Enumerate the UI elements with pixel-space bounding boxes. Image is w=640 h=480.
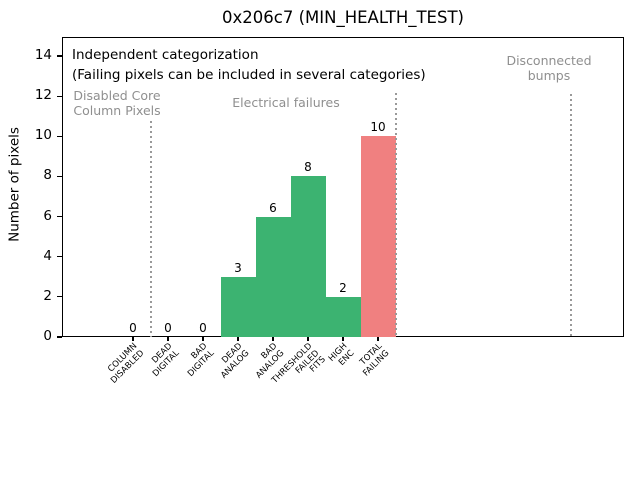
y-tick-label: 10 [34, 127, 52, 144]
bar [255, 216, 291, 337]
y-tick-label: 8 [43, 167, 52, 184]
bar [325, 296, 361, 337]
bar [290, 176, 326, 337]
x-tick-mark [202, 337, 204, 341]
y-tick-label: 4 [43, 247, 52, 264]
annotation-failing-pixels-note: (Failing pixels can be included in sever… [72, 67, 426, 83]
bar [360, 136, 396, 337]
section-label-electrical-failures: Electrical failures [232, 95, 340, 110]
section-separator-line [394, 93, 397, 337]
y-tick-mark [57, 175, 62, 178]
x-tick-mark [342, 337, 344, 341]
bar-value-label: 3 [234, 260, 242, 275]
x-tick-mark [272, 337, 274, 341]
section-label-disconnected-bumps: Disconnected bumps [506, 53, 592, 83]
section-label-disabled-core-column-pixels: Disabled Core Column Pixels [73, 88, 161, 118]
x-tick-mark [167, 337, 169, 341]
x-tick-mark [377, 337, 379, 341]
y-tick-mark [57, 135, 62, 137]
bar-value-label: 0 [129, 321, 137, 335]
chart-title: 0x206c7 (MIN_HEALTH_TEST) [222, 8, 464, 27]
y-tick-mark [57, 256, 62, 258]
y-tick-label: 12 [34, 87, 52, 104]
bar-value-label: 8 [304, 160, 312, 175]
section-separator-line [570, 94, 572, 337]
bar [220, 276, 256, 337]
y-tick-mark [57, 296, 62, 298]
x-tick-mark [237, 337, 239, 341]
y-tick-mark [57, 215, 62, 218]
y-tick-label: 6 [43, 207, 52, 224]
y-tick-mark [57, 95, 62, 97]
y-tick-label: 0 [43, 328, 52, 344]
y-tick-mark [57, 55, 62, 57]
bar-value-label: 0 [164, 321, 172, 335]
section-separator-line [149, 121, 152, 337]
y-tick-label: 2 [43, 287, 52, 304]
x-tick-mark [307, 337, 309, 341]
x-tick-mark [132, 337, 134, 341]
plot-area [62, 37, 624, 337]
annotation-independent-categorization: Independent categorization [72, 47, 259, 63]
bar-value-label: 0 [199, 321, 207, 335]
y-tick-mark [57, 336, 62, 338]
bar-value-label: 6 [269, 200, 277, 215]
bar-value-label: 2 [339, 280, 347, 295]
bar-value-label: 10 [370, 120, 386, 135]
y-tick-label: 14 [34, 47, 52, 64]
